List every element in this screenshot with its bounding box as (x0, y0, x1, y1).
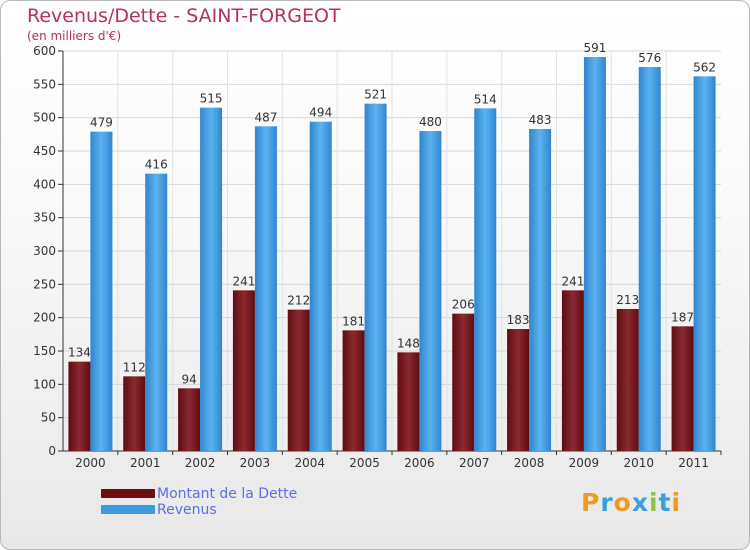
bar-dette (616, 309, 639, 451)
bar-dette (452, 313, 475, 451)
data-label-dette: 148 (397, 336, 420, 350)
data-label-dette: 241 (561, 274, 584, 288)
data-label-dette: 94 (181, 372, 196, 386)
bars (68, 57, 716, 452)
bar-dette (178, 388, 201, 451)
y-tick-label: 500 (33, 111, 56, 125)
bar-revenus (638, 67, 661, 451)
x-tick-label: 2010 (623, 456, 654, 470)
bar-dette (671, 326, 694, 451)
x-tick-label: 2007 (459, 456, 490, 470)
data-label-dette: 241 (232, 274, 255, 288)
data-label-revenus: 480 (419, 115, 442, 129)
legend-label-dette: Montant de la Dette (157, 486, 298, 502)
x-tick-label: 2009 (569, 456, 600, 470)
data-label-revenus: 479 (90, 116, 113, 130)
logo-letter: r (600, 488, 614, 517)
y-tick-label: 400 (33, 177, 56, 191)
x-tick-label: 2002 (185, 456, 216, 470)
bar-dette (287, 309, 310, 451)
data-label-dette: 187 (671, 310, 694, 324)
data-label-revenus: 416 (145, 158, 168, 172)
bar-revenus (529, 129, 552, 451)
bar-dette (68, 361, 91, 451)
y-tick-label: 200 (33, 311, 56, 325)
x-tick-label: 2006 (404, 456, 435, 470)
bar-revenus (254, 126, 277, 451)
proxiti-logo: Proxiti (581, 488, 681, 517)
logo-letter: P (581, 488, 601, 517)
data-label-revenus: 494 (309, 106, 332, 120)
bar-dette (507, 329, 530, 451)
bar-revenus (364, 103, 387, 452)
data-labels: 134 479 112 416 94 515 241 487 212 494 181 521 148 48… (68, 41, 716, 386)
y-tick-label: 450 (33, 144, 56, 158)
logo-letter: o (613, 488, 632, 517)
axes: 0 50 100 150 200 250 300 350 400 450 500 550 600 2000… (33, 44, 722, 470)
x-tick-label: 2004 (294, 456, 325, 470)
data-label-dette: 212 (287, 294, 310, 308)
y-tick-label: 550 (33, 77, 56, 91)
y-tick-label: 150 (33, 344, 56, 358)
x-tick-label: 2001 (130, 456, 161, 470)
legend-item-revenus: Revenus (101, 502, 341, 521)
data-label-revenus: 562 (693, 60, 716, 74)
y-tick-label: 600 (33, 44, 56, 58)
data-label-revenus: 483 (529, 113, 552, 127)
logo-letter: x (631, 488, 649, 517)
data-label-revenus: 515 (200, 92, 223, 106)
bar-revenus (145, 173, 168, 451)
legend-swatch-revenus (101, 505, 155, 514)
grid-lines (63, 50, 721, 451)
data-label-revenus: 514 (474, 92, 497, 106)
data-label-revenus: 591 (583, 41, 606, 55)
data-label-dette: 213 (616, 293, 639, 307)
legend-label-revenus: Revenus (157, 502, 217, 518)
data-label-dette: 183 (507, 313, 530, 327)
bar-dette (123, 376, 146, 451)
bar-revenus (583, 57, 606, 451)
x-tick-label: 2008 (514, 456, 545, 470)
bar-dette (561, 290, 584, 451)
logo-letter: i (649, 488, 659, 517)
bar-revenus (90, 131, 113, 451)
y-tick-label: 100 (33, 377, 56, 391)
bar-revenus (200, 107, 223, 452)
data-label-revenus: 576 (638, 51, 661, 65)
x-tick-label: 2003 (240, 456, 271, 470)
legend-swatch-dette (101, 489, 155, 498)
chart-title: Revenus/Dette - SAINT-FORGEOT (27, 5, 341, 27)
data-label-dette: 206 (452, 298, 475, 312)
y-tick-label: 0 (48, 444, 56, 458)
bar-revenus (309, 121, 332, 452)
data-label-dette: 181 (342, 314, 365, 328)
y-tick-label: 350 (33, 211, 56, 225)
y-tick-label: 50 (41, 411, 56, 425)
y-tick-label: 250 (33, 277, 56, 291)
data-label-dette: 112 (123, 360, 146, 374)
x-tick-label: 2005 (349, 456, 380, 470)
chart-subtitle: (en milliers d'€) (27, 29, 122, 43)
legend-item-dette: Montant de la Dette (101, 486, 341, 505)
bar-revenus (474, 108, 497, 451)
x-tick-label: 2011 (678, 456, 709, 470)
bar-dette (397, 352, 420, 451)
bar-revenus (419, 131, 442, 451)
bar-dette (232, 290, 255, 451)
data-label-dette: 134 (68, 346, 91, 360)
logo-letter: i (671, 488, 682, 517)
bar-revenus (693, 76, 716, 451)
data-label-revenus: 487 (254, 110, 277, 124)
data-label-revenus: 521 (364, 88, 387, 102)
logo-letter: t (658, 488, 672, 517)
y-tick-label: 300 (33, 244, 56, 258)
x-tick-label: 2000 (75, 456, 106, 470)
bar-dette (342, 330, 365, 451)
